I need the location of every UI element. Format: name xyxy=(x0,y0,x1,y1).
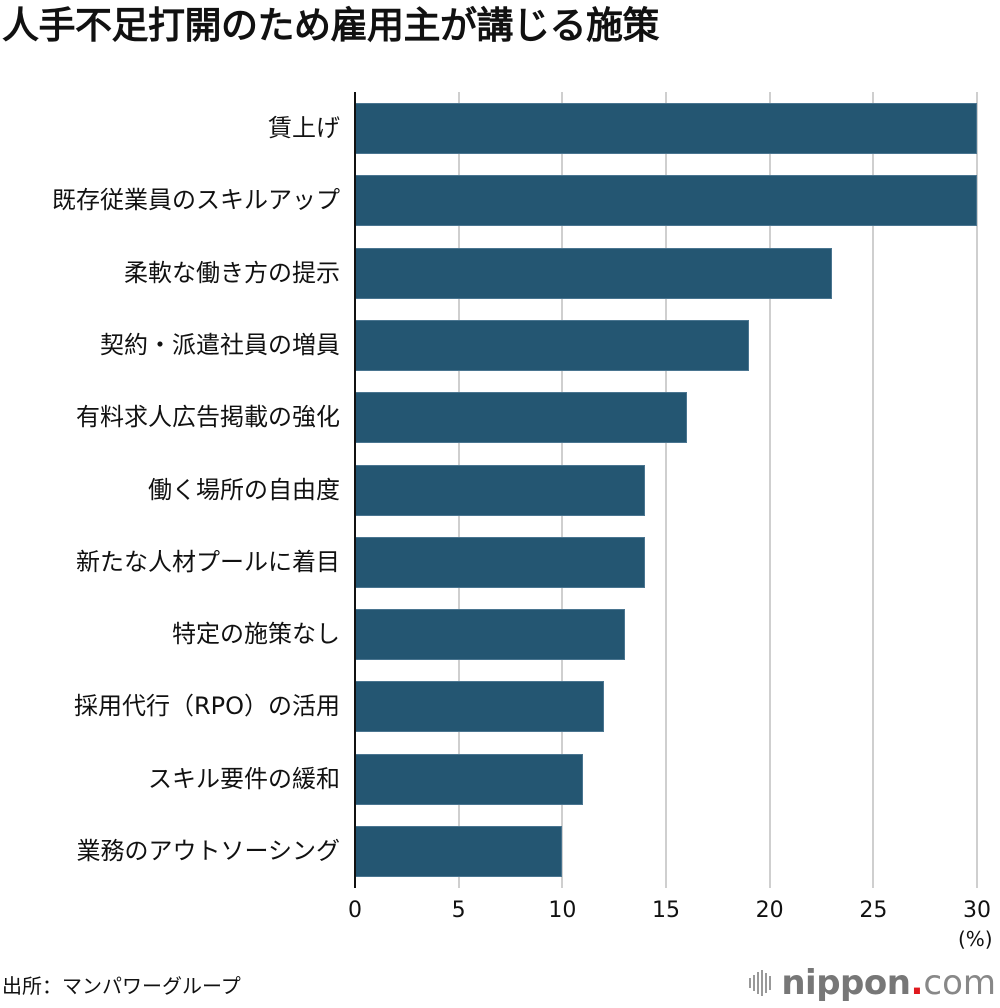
source-note: 出所：マンパワーグループ xyxy=(2,974,241,998)
bar xyxy=(355,175,977,227)
logo-brand: nippon xyxy=(781,963,911,1003)
nippon-logo: nippon. com xyxy=(749,963,996,1003)
bar xyxy=(355,247,832,299)
category-label: 新たな人材プールに着目 xyxy=(76,547,340,576)
bar xyxy=(355,392,687,444)
bar xyxy=(355,826,563,877)
sound-wave-icon xyxy=(749,970,772,996)
category-label: 採用代行（RPO）の活用 xyxy=(73,692,340,721)
category-label: 業務のアウトソーシング xyxy=(76,837,340,865)
x-tick-label: 25 xyxy=(859,898,888,923)
chart-title: 人手不足打開のため雇用主が講じる施策 xyxy=(2,4,660,47)
x-tick-label: 15 xyxy=(652,898,680,923)
gridline xyxy=(665,92,667,888)
bar xyxy=(355,609,625,661)
x-tick-label: 5 xyxy=(451,898,466,923)
x-tick-label: 20 xyxy=(755,898,784,923)
x-tick-label: 30 xyxy=(963,898,991,923)
category-label: 有料求人広告掲載の強化 xyxy=(76,403,340,432)
bar xyxy=(355,681,604,733)
category-label: 賃上げ xyxy=(268,114,340,142)
category-label: 契約・派遣社員の増員 xyxy=(100,330,340,359)
category-label: 柔軟な働き方の提示 xyxy=(124,258,340,287)
x-axis-unit: (%) xyxy=(958,927,993,951)
category-label: スキル要件の緩和 xyxy=(148,764,340,793)
bar xyxy=(355,464,646,516)
x-tick-label: 10 xyxy=(548,898,577,923)
logo-tld: com xyxy=(923,963,996,1003)
gridline xyxy=(872,92,875,888)
bar xyxy=(355,103,977,154)
category-label: 働く場所の自由度 xyxy=(148,475,340,504)
logo-dot: . xyxy=(910,963,924,1003)
category-label: 既存従業員のスキルアップ xyxy=(52,186,340,215)
gridline xyxy=(768,92,771,888)
y-axis-line xyxy=(354,92,356,888)
x-tick-label: 0 xyxy=(348,898,362,923)
gridline xyxy=(976,92,978,888)
bar xyxy=(355,753,584,805)
bar xyxy=(355,319,749,371)
category-label: 特定の施策なし xyxy=(172,620,340,649)
plot-area xyxy=(354,92,979,888)
bar xyxy=(355,536,646,588)
